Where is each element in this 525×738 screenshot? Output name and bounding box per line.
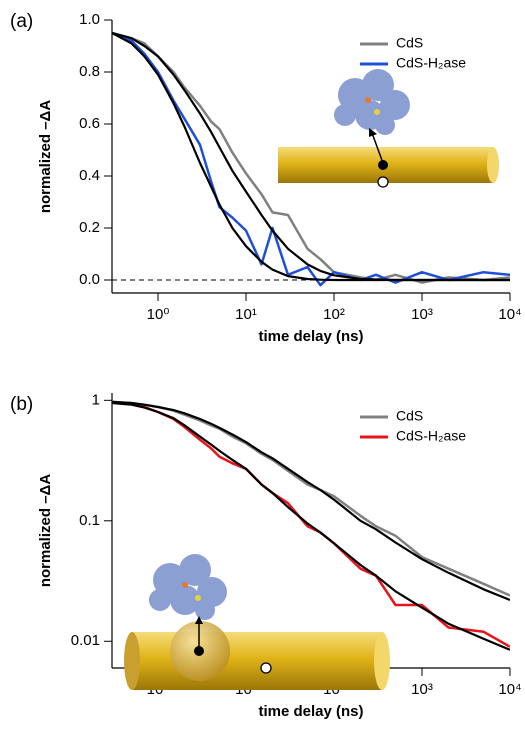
- y-tick-label: 0.6: [79, 115, 100, 132]
- x-tick-label: 10¹: [235, 306, 257, 323]
- nanorod-illustration: [124, 554, 390, 690]
- x-tick-label: 10³: [411, 681, 433, 698]
- legend-label: CdS-H₂ase: [396, 55, 466, 71]
- x-tick-label: 10⁰: [147, 306, 170, 323]
- series-line: [112, 32, 510, 282]
- panel-label: (b): [10, 394, 33, 415]
- series-line: [112, 31, 510, 284]
- y-tick-label: 0.4: [79, 167, 100, 184]
- x-tick-label: 10³: [411, 306, 433, 323]
- legend-label: CdS: [396, 408, 423, 424]
- y-tick-label: 1.0: [79, 11, 100, 28]
- y-tick-label: 1: [92, 391, 100, 408]
- x-axis-title: time delay (ns): [258, 703, 363, 720]
- series-line: [112, 401, 510, 651]
- x-axis-title: time delay (ns): [258, 328, 363, 345]
- y-tick-label: 0.01: [71, 632, 100, 649]
- y-axis-title: normalized –ΔA: [37, 100, 54, 213]
- x-tick-label: 10⁴: [498, 306, 521, 323]
- x-tick-label: 10⁴: [498, 681, 521, 698]
- y-tick-label: 0.0: [79, 271, 100, 288]
- nanorod-illustration: [278, 69, 499, 188]
- legend-label: CdS: [396, 35, 423, 51]
- plot: (a) time delay (ns) normalized –ΔA 10⁰ 10¹ 10…: [10, 11, 522, 345]
- y-tick-label: 0.2: [79, 219, 100, 236]
- panel-label: (a): [10, 11, 33, 32]
- legend-label: CdS-H₂ase: [396, 428, 466, 444]
- x-tick-label: 10²: [323, 306, 345, 323]
- y-tick-label: 0.1: [79, 512, 100, 529]
- y-tick-label: 0.8: [79, 63, 100, 80]
- series-line: [112, 400, 510, 602]
- y-axis-title: normalized –ΔA: [37, 474, 54, 587]
